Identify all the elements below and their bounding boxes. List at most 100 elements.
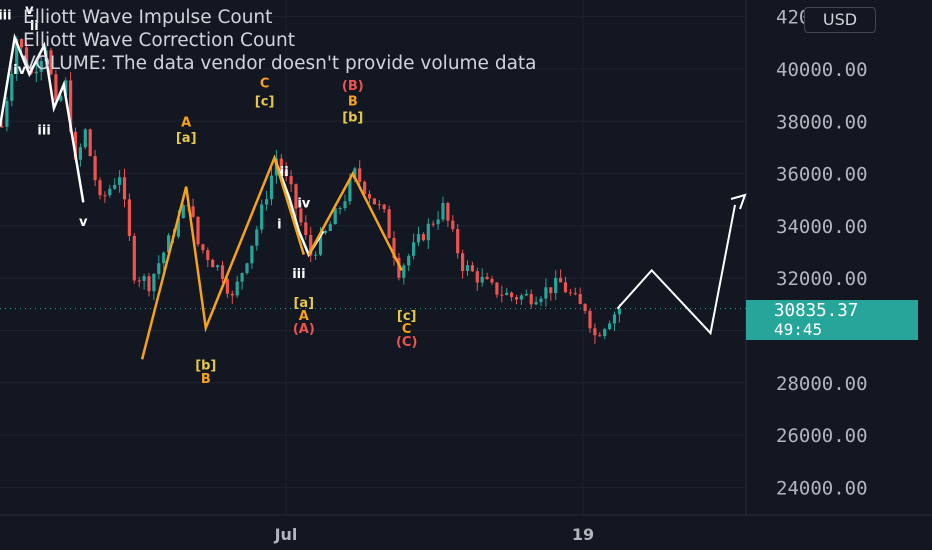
candles-group [0, 36, 621, 344]
candle-body [475, 271, 479, 283]
candle-body [554, 277, 558, 294]
wave-label: [c] [255, 95, 275, 110]
wave-label: A [181, 116, 191, 131]
candle-body [132, 235, 136, 281]
correction-wave-a [140, 154, 305, 360]
candle-body [480, 276, 484, 283]
candle-body [578, 294, 582, 305]
wave-label: [b] [195, 359, 216, 374]
candle-body [353, 168, 357, 179]
legend-volume[interactable]: VOLUME: The data vendor doesn't provide … [0, 52, 745, 75]
candle-body [377, 204, 381, 206]
candle-body [5, 100, 9, 127]
candle-body [534, 302, 538, 305]
candle-body [78, 147, 82, 160]
candle-body [333, 208, 337, 225]
candle-body [269, 175, 274, 200]
wave-label: ii [280, 165, 289, 180]
last-price-tag: 30835.37 49:45 [746, 300, 918, 340]
legend-correction[interactable]: Elliott Wave Correction Count [0, 29, 745, 52]
candle-body [608, 323, 612, 330]
y-tick-label: 40000.00 [776, 59, 868, 81]
candle-body [387, 209, 391, 239]
wave-label: iv [297, 197, 310, 212]
candle-body [39, 61, 43, 72]
wave-label: v [79, 215, 88, 230]
candle-body [15, 39, 19, 74]
candle-body [519, 295, 523, 300]
wave-label: [a] [293, 296, 314, 311]
candle-body [358, 168, 362, 182]
candle-body [363, 181, 367, 195]
candle-body [416, 234, 421, 243]
y-tick-label: 26000.00 [776, 425, 868, 447]
projection-arrowhead [730, 193, 747, 210]
legend-impulse[interactable]: Elliott Wave Impulse Count [0, 6, 745, 29]
candle-body [142, 276, 146, 281]
candle-body [0, 126, 4, 128]
candle-body [113, 184, 117, 189]
candle-body [441, 203, 445, 220]
candle-body [451, 220, 455, 230]
candle-body [436, 219, 440, 225]
candle-body [559, 277, 563, 283]
candle-body [392, 238, 396, 258]
candle-body [402, 265, 406, 278]
wave-label: A [299, 309, 309, 324]
wave-label: [c] [397, 309, 417, 324]
x-tick-label: Jul [274, 525, 298, 544]
wave-label: C [402, 322, 412, 337]
candle-body [397, 257, 401, 278]
wave-label: (B) [342, 79, 364, 94]
candle-body [211, 259, 215, 268]
candle-body [314, 254, 318, 256]
candle-body [529, 293, 533, 305]
last-price-value: 30835.37 [774, 301, 859, 321]
wave-label: iii [37, 123, 50, 138]
wave-label: i [277, 218, 281, 233]
candle-body [64, 80, 68, 96]
candle-body [318, 233, 323, 255]
candle-body [431, 223, 435, 225]
candle-body [206, 250, 210, 260]
candle-body [299, 208, 303, 223]
candle-body [235, 281, 239, 296]
candle-body [338, 208, 342, 210]
candle-body [426, 223, 430, 241]
candle-body [588, 310, 592, 329]
candle-body [167, 235, 171, 253]
candle-body [118, 177, 122, 185]
candle-body [490, 279, 494, 283]
candle-body [220, 265, 225, 280]
correction-wave-b [307, 170, 403, 271]
candle-body [34, 71, 38, 74]
candle-body [93, 156, 97, 181]
wave-label: iii [292, 267, 305, 282]
candle-body [593, 328, 597, 336]
legend-impulse-label: Elliott Wave Impulse Count [23, 7, 273, 28]
candle-body [255, 229, 259, 246]
candle-body [598, 335, 602, 337]
candle-body [103, 195, 107, 197]
candle-body [289, 176, 293, 185]
candle-body [617, 308, 621, 315]
candle-body [10, 73, 14, 101]
y-tick-label: 28000.00 [776, 373, 868, 395]
candle-body [367, 194, 372, 199]
wave-label: B [201, 372, 211, 387]
candle-body [284, 170, 288, 177]
candle-body [59, 95, 63, 101]
legend-correction-label: Elliott Wave Correction Count [23, 30, 295, 51]
candle-body [304, 222, 308, 236]
candle-body [201, 244, 205, 251]
currency-selector-button[interactable]: USD [804, 7, 876, 33]
candle-body [563, 282, 568, 293]
candle-body [49, 50, 53, 75]
candle-body [127, 199, 131, 236]
candle-body [260, 204, 264, 230]
bar-countdown: 49:45 [774, 320, 823, 339]
candle-body [279, 158, 283, 171]
candle-body [500, 294, 504, 296]
impulse-wave [0, 33, 85, 203]
